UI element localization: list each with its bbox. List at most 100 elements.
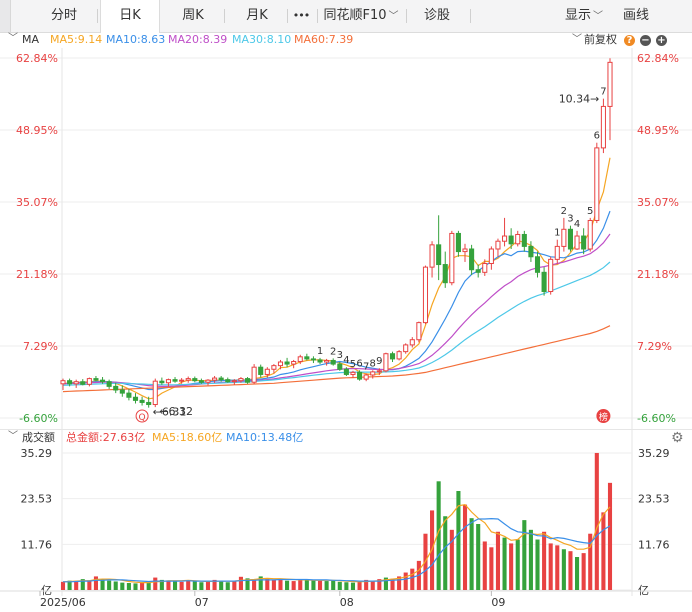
volume-bar-down bbox=[502, 537, 507, 590]
candle-down bbox=[343, 367, 349, 377]
volume-bar-down bbox=[443, 516, 448, 590]
price-axis-tick-right: 48.95% bbox=[637, 124, 679, 137]
gear-icon[interactable]: ⚙ bbox=[671, 430, 684, 446]
tab-more[interactable]: ••• bbox=[292, 9, 310, 22]
chevron-down-icon[interactable]: ﹀ bbox=[8, 33, 18, 44]
volume-ma-line-ma10 bbox=[63, 517, 611, 583]
volume-bar-up bbox=[594, 452, 599, 590]
period-tab-bar: 分时 日K 周K 月K ••• 同花顺F10 ﹀ 诊股 显示 ﹀ 画线 bbox=[0, 0, 692, 33]
candle-up bbox=[515, 230, 521, 247]
volume-bar-down bbox=[107, 580, 112, 590]
volume-bar-up bbox=[252, 579, 257, 590]
chevron-down-icon[interactable]: ﹀ bbox=[8, 431, 18, 442]
volume-bar-up bbox=[403, 572, 408, 590]
volume-bar-down bbox=[324, 581, 329, 590]
tab-f10[interactable]: 同花顺F10 ﹀ bbox=[320, 0, 402, 32]
price-axis-tick-left: -6.60% bbox=[19, 412, 58, 425]
tab-diagnose[interactable]: 诊股 bbox=[423, 8, 450, 23]
low-price-label: ←6.32 bbox=[159, 405, 193, 418]
volume-bar-up bbox=[377, 579, 382, 590]
adjust-mode-dropdown[interactable]: 前复权 bbox=[584, 33, 617, 46]
ma-line-ma20 bbox=[62, 233, 611, 387]
volume-ma10-value: MA10:13.48亿 bbox=[226, 431, 304, 444]
volume-axis-tick-right: 35.29 bbox=[638, 447, 670, 460]
volume-bar-down bbox=[561, 549, 566, 590]
candle-body bbox=[67, 380, 73, 385]
volume-bar-down bbox=[456, 491, 461, 590]
minus-icon[interactable]: − bbox=[640, 35, 651, 46]
candle-up bbox=[594, 142, 600, 224]
volume-bar-up bbox=[278, 579, 283, 590]
event-badge-circle bbox=[596, 409, 611, 423]
volume-bar-down bbox=[469, 518, 474, 590]
tab-divider bbox=[224, 9, 225, 23]
candle-up bbox=[277, 359, 284, 370]
ma60-value: MA60:7.39 bbox=[294, 33, 354, 46]
volume-bar-up bbox=[462, 504, 468, 590]
candle-body bbox=[462, 248, 468, 253]
volume-bar-down bbox=[522, 520, 527, 590]
candle-body bbox=[86, 378, 92, 385]
event-marker-label: Q bbox=[139, 413, 146, 423]
volume-bar-up bbox=[548, 543, 553, 590]
candle-body bbox=[363, 374, 369, 380]
tab-weekly-k[interactable]: 周K bbox=[182, 8, 204, 23]
candle-body bbox=[534, 256, 541, 273]
candle-up bbox=[152, 378, 158, 408]
candle-down bbox=[67, 378, 73, 387]
draw-line-button[interactable]: 画线 bbox=[622, 8, 649, 23]
candle-up bbox=[449, 230, 455, 286]
candle-body bbox=[264, 368, 270, 375]
candle-body bbox=[304, 356, 310, 360]
volume-bar-up bbox=[93, 576, 98, 590]
candle-down bbox=[284, 357, 290, 368]
event-badge-label: 榜 bbox=[599, 411, 608, 423]
candle-up bbox=[462, 243, 468, 262]
candle-body bbox=[600, 105, 606, 149]
candle-body bbox=[508, 235, 514, 245]
price-axis-tick-right: -6.60% bbox=[637, 412, 676, 425]
candle-up bbox=[561, 217, 567, 252]
candle-up bbox=[251, 364, 257, 384]
candle-body bbox=[119, 389, 125, 394]
plus-icon[interactable]: + bbox=[656, 35, 667, 46]
help-icon[interactable]: ? bbox=[624, 35, 635, 46]
volume-bar-up bbox=[495, 531, 501, 590]
volume-bar-up bbox=[509, 543, 514, 590]
price-axis-tick-left: 62.84% bbox=[16, 52, 58, 65]
volume-indicator-name[interactable]: 成交额 bbox=[22, 431, 55, 444]
tab-daily-k[interactable]: 日K bbox=[100, 0, 160, 33]
candle-body bbox=[581, 235, 587, 250]
volume-bar-down bbox=[476, 524, 481, 590]
chevron-down-icon: ﹀ bbox=[388, 11, 399, 22]
signal-count-label: 4 bbox=[574, 219, 580, 230]
candle-up bbox=[376, 368, 382, 375]
tab-intraday[interactable]: 分时 bbox=[50, 8, 77, 23]
candle-body bbox=[205, 379, 211, 383]
candle-up bbox=[179, 378, 185, 384]
candle-up bbox=[403, 343, 409, 354]
candle-body bbox=[99, 379, 106, 383]
volume-bar-down bbox=[100, 579, 105, 590]
candle-down bbox=[244, 377, 251, 384]
candle-body bbox=[416, 322, 422, 341]
candle-up bbox=[409, 337, 415, 348]
volume-bar-down bbox=[331, 580, 336, 590]
candle-down bbox=[146, 396, 152, 408]
tab-monthly-k[interactable]: 月K bbox=[246, 8, 268, 23]
ma-line-ma5 bbox=[62, 157, 611, 400]
volume-bar-up bbox=[298, 580, 303, 590]
candle-down bbox=[132, 393, 139, 404]
candle-body bbox=[132, 396, 139, 401]
candle-down bbox=[99, 377, 106, 384]
display-dropdown[interactable]: 显示 ﹀ bbox=[558, 0, 610, 32]
candle-down bbox=[139, 396, 145, 406]
candle-down bbox=[225, 377, 231, 383]
indicator-name[interactable]: MA bbox=[22, 33, 40, 46]
candle-body bbox=[587, 219, 593, 250]
volume-axis-tick-left: 亿 bbox=[41, 584, 52, 597]
candle-down bbox=[192, 376, 198, 383]
candle-up bbox=[185, 376, 191, 383]
candle-down bbox=[475, 264, 481, 278]
